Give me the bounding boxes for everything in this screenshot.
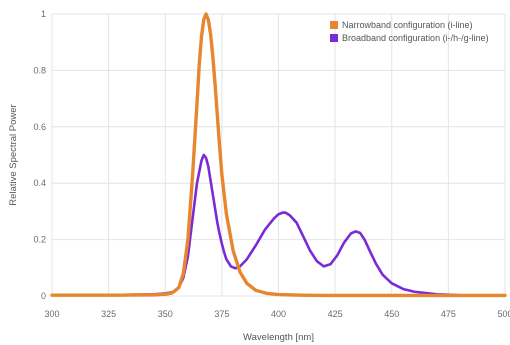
- x-tick-label: 425: [328, 309, 343, 319]
- series-line-narrowband: [50, 12, 507, 298]
- y-tick-label: 0.8: [33, 65, 46, 75]
- legend-label-broadband: Broadband configuration (i-/h-/g-line): [342, 33, 489, 43]
- x-tick-label: 450: [384, 309, 399, 319]
- y-tick-label: 0: [41, 291, 46, 301]
- legend-swatch-narrowband: [330, 21, 338, 29]
- y-axis-title: Relative Spectral Power: [8, 104, 19, 205]
- x-tick-label: 350: [158, 309, 173, 319]
- y-tick-label: 0.4: [33, 178, 46, 188]
- y-tick-label: 0.6: [33, 122, 46, 132]
- x-tick-label: 375: [214, 309, 229, 319]
- series-layer: [50, 12, 507, 298]
- x-tick-label: 300: [44, 309, 59, 319]
- legend-swatch-broadband: [330, 34, 338, 42]
- x-tick-label: 475: [441, 309, 456, 319]
- x-tick-label: 400: [271, 309, 286, 319]
- series-line-broadband: [50, 153, 507, 298]
- grid-layer: [51, 13, 506, 297]
- x-tick-label: 500: [497, 309, 510, 319]
- legend-label-narrowband: Narrowband configuration (i-line): [342, 20, 473, 30]
- tick-layer: 300 325 350 375 400 425 450 475 500 0 0.2 0.4 0.6 0.8…: [33, 9, 510, 319]
- x-axis-title: Wavelength [nm]: [243, 332, 314, 343]
- y-tick-label: 0.2: [33, 235, 46, 245]
- x-tick-label: 325: [101, 309, 116, 319]
- legend: Narrowband configuration (i-line) Broadb…: [330, 20, 489, 43]
- y-tick-label: 1: [41, 9, 46, 19]
